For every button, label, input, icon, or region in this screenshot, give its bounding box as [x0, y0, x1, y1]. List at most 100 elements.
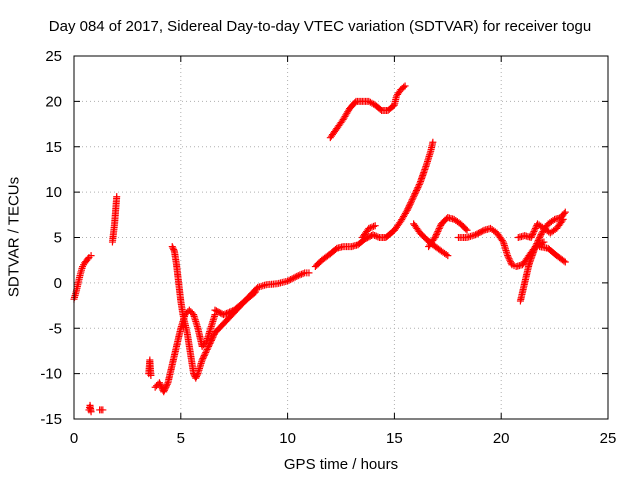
y-tick-label: -5 [49, 320, 62, 337]
data-trail [334, 243, 346, 252]
data-trail [334, 117, 346, 131]
data-point [205, 342, 213, 350]
data-trail [169, 244, 178, 254]
data-trail [194, 358, 206, 376]
data-segment [326, 82, 409, 142]
data-point [410, 193, 418, 201]
data-trail [205, 330, 218, 349]
data-point [444, 252, 452, 260]
data-point [403, 206, 411, 214]
data-trail [328, 245, 339, 257]
data-trail [554, 217, 566, 231]
data-trail [285, 272, 301, 284]
data-point [371, 222, 379, 230]
data-trail [77, 264, 86, 276]
data-trail [514, 261, 525, 270]
y-tick-label: 15 [45, 139, 62, 156]
data-trail [188, 358, 197, 376]
data-trail [212, 321, 226, 335]
data-trail [187, 308, 196, 317]
data-trail [488, 226, 499, 236]
data-trail [542, 226, 553, 236]
data-point [429, 138, 437, 146]
data-trail [183, 330, 193, 349]
data-point [540, 238, 548, 246]
data-trail [319, 251, 333, 263]
data-trail [383, 227, 397, 240]
data-point [561, 258, 569, 266]
data-trail [545, 245, 560, 259]
data-point [198, 356, 206, 364]
data-trail [366, 222, 378, 232]
data-trail [558, 209, 568, 220]
y-tick-label: -15 [40, 411, 62, 428]
data-trail [517, 281, 528, 303]
data-trail [526, 244, 539, 267]
data-trail [296, 270, 307, 279]
x-tick-label: 5 [177, 430, 185, 447]
data-trail [385, 102, 397, 113]
data-segment [108, 193, 121, 246]
data-trail [439, 248, 450, 259]
y-tick-label: 20 [45, 93, 62, 110]
data-point [155, 379, 163, 387]
data-trail [439, 215, 451, 227]
data-trail [371, 231, 382, 241]
y-tick-label: 10 [45, 184, 62, 201]
chart-ticks: 0 5 10 15 20 25 -15 -10 -5 0 5 10 15 20 25 [40, 48, 616, 447]
x-tick-label: 15 [386, 430, 403, 447]
y-tick-label: 25 [45, 48, 62, 65]
data-trail [366, 98, 378, 108]
data-point [87, 252, 95, 260]
data-trail [173, 262, 182, 285]
chart-grid [74, 56, 608, 419]
data-trail [169, 344, 180, 367]
data-trail [221, 312, 235, 326]
data-trail [372, 102, 384, 113]
data-trail [221, 307, 237, 318]
data-point [160, 388, 168, 396]
data-trail [535, 221, 546, 231]
data-trail [160, 380, 171, 394]
data-point [305, 269, 313, 277]
data-trail [398, 83, 408, 92]
data-trail [516, 232, 527, 241]
x-tick-label: 10 [279, 430, 296, 447]
data-trail [359, 226, 372, 240]
x-tick-label: 25 [600, 430, 617, 447]
y-tick-label: 0 [54, 275, 62, 292]
data-trail [347, 99, 359, 111]
chart-title: Day 084 of 2017, Sidereal Day-to-day VTE… [48, 18, 592, 35]
data-trail [445, 214, 457, 223]
data-point [294, 272, 302, 280]
data-trail [482, 225, 493, 234]
data-segment [96, 406, 107, 414]
data-point [504, 252, 512, 260]
data-trail [520, 253, 532, 267]
data-segment [358, 222, 379, 241]
data-trail [423, 149, 434, 167]
data-trail [521, 262, 533, 285]
x-axis-label: GPS time / hours [283, 456, 399, 473]
data-trail [546, 216, 557, 227]
y-tick-label: 5 [54, 230, 62, 247]
data-trail [554, 253, 568, 265]
data-segment [514, 215, 567, 241]
data-point [113, 193, 121, 201]
data-trail [452, 216, 463, 227]
data-trail [398, 208, 410, 224]
data-segment [536, 243, 569, 266]
data-point [252, 288, 260, 296]
data-trail [548, 226, 559, 236]
data-segment [211, 288, 260, 319]
data-point [168, 243, 176, 251]
data-point [463, 226, 471, 234]
data-trail [430, 242, 444, 254]
y-tick-label: -10 [40, 366, 62, 383]
data-trail [327, 126, 340, 140]
data-trail [164, 362, 176, 385]
data-trail [232, 298, 248, 313]
data-point [284, 277, 292, 285]
data-points [70, 82, 569, 416]
